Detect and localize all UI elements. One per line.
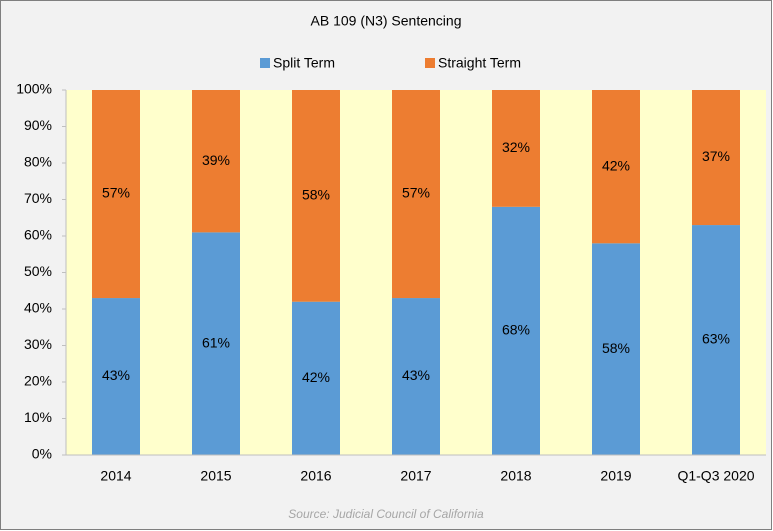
bar-segment [592, 243, 640, 455]
value-label: 68% [502, 322, 530, 338]
y-tick-label: 40% [24, 300, 52, 316]
value-label: 58% [302, 187, 330, 203]
x-tick-label: 2018 [500, 468, 531, 484]
y-tick-label: 90% [24, 117, 52, 133]
legend-swatch [425, 58, 435, 68]
bar-segment [392, 298, 440, 455]
value-label: 37% [702, 148, 730, 164]
value-label: 39% [202, 152, 230, 168]
y-tick-label: 70% [24, 190, 52, 206]
bar-segment [192, 232, 240, 455]
value-label: 43% [102, 367, 130, 383]
x-tick-label: 2019 [600, 468, 631, 484]
bar-segment [692, 90, 740, 226]
source-note: Source: Judicial Council of California [288, 507, 484, 521]
value-label: 42% [302, 369, 330, 385]
bar-segment [192, 90, 240, 233]
y-tick-label: 100% [16, 81, 52, 97]
x-tick-label: 2017 [400, 468, 431, 484]
y-tick-label: 60% [24, 227, 52, 243]
bar-segment [492, 206, 540, 455]
x-tick-label: 2014 [100, 468, 131, 484]
x-tick-label: Q1-Q3 2020 [677, 468, 754, 484]
y-tick-label: 10% [24, 409, 52, 425]
bar-segment [92, 298, 140, 455]
value-label: 63% [702, 331, 730, 347]
x-tick-label: 2015 [200, 468, 231, 484]
bar-segment [592, 90, 640, 244]
y-tick-label: 30% [24, 336, 52, 352]
bar-segment [92, 90, 140, 299]
legend-swatch [260, 58, 270, 68]
bar-segment [292, 90, 340, 302]
value-label: 57% [402, 185, 430, 201]
value-label: 57% [102, 185, 130, 201]
chart-title: AB 109 (N3) Sentencing [311, 13, 462, 29]
y-tick-label: 80% [24, 154, 52, 170]
bar-segment [492, 90, 540, 207]
bar-segment [692, 225, 740, 455]
value-label: 43% [402, 367, 430, 383]
legend-label: Straight Term [438, 55, 521, 71]
value-label: 61% [202, 334, 230, 350]
legend-label: Split Term [273, 55, 335, 71]
x-tick-label: 2016 [300, 468, 331, 484]
value-label: 58% [602, 340, 630, 356]
value-label: 32% [502, 139, 530, 155]
value-label: 42% [602, 157, 630, 173]
bar-segment [292, 301, 340, 455]
y-tick-label: 0% [32, 446, 52, 462]
bar-segment [392, 90, 440, 299]
y-tick-label: 50% [24, 263, 52, 279]
y-tick-label: 20% [24, 373, 52, 389]
